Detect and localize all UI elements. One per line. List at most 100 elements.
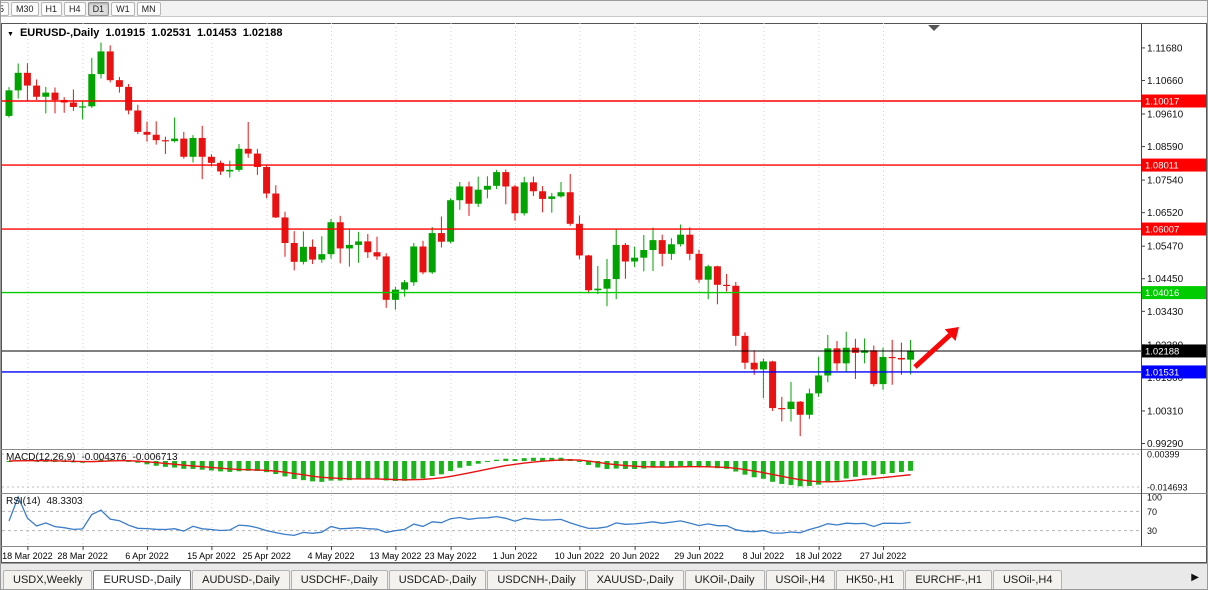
candle-body [290, 242, 298, 262]
chart-tab-usoil-h4[interactable]: USOil-,H4 [992, 570, 1063, 589]
macd-histogram-bar [705, 461, 711, 468]
date-axis-label: 6 Apr 2022 [125, 551, 169, 561]
chart-tab-usdcad-daily[interactable]: USDCAD-,Daily [388, 570, 487, 589]
macd-histogram-bar [300, 461, 306, 481]
macd-histogram-bar [797, 461, 803, 487]
levels-layer: 1.10017 1.08011 1.06007 1.04016 1.02188 1.015… [2, 94, 1206, 379]
macd-histogram-bar [328, 461, 334, 481]
resistance-price-tag-label: 1.10017 [1145, 97, 1179, 108]
chart-tab-ukoil-daily[interactable]: UKOil-,Daily [684, 570, 765, 589]
macd-histogram-bar [788, 461, 794, 486]
candle-body [97, 51, 105, 75]
candle-body [217, 162, 225, 172]
candle-body [465, 186, 473, 204]
candle-body [888, 356, 896, 359]
timeframe-button-m30[interactable]: M30 [11, 1, 39, 16]
macd-histogram-bar [319, 461, 325, 482]
macd-histogram-bar [236, 461, 242, 472]
candle-body [759, 361, 767, 370]
macd-histogram-bar [586, 461, 592, 465]
candle-body [805, 393, 813, 415]
chart-tab-usdcnh-daily[interactable]: USDCNH-,Daily [487, 570, 586, 589]
candle-body [557, 192, 565, 197]
trend-arrow-annotation[interactable] [913, 327, 959, 369]
timeframe-button-w1[interactable]: W1 [111, 1, 135, 16]
macd-histogram-bar [411, 461, 417, 479]
candle-body [253, 153, 261, 167]
candle-body [309, 246, 317, 260]
chart-tab-eurusd-daily[interactable]: EURUSD-,Daily [93, 570, 192, 589]
price-axis-label: 1.07540 [1147, 176, 1184, 187]
candle-body [143, 131, 151, 135]
candle-body [686, 234, 694, 254]
candle-body [548, 196, 556, 199]
date-axis-label: 20 Jun 2022 [610, 551, 660, 561]
candle-body [704, 266, 712, 280]
level-price-tag [1142, 286, 1206, 300]
candle-body [33, 85, 41, 97]
chart-tab-audusd-daily[interactable]: AUDUSD-,Daily [192, 570, 290, 589]
resistance-price-tag-label: 1.06007 [1145, 225, 1179, 236]
timeframe-button-h1[interactable]: H1 [40, 1, 63, 16]
chart-tab-hk50-h1[interactable]: HK50-,H1 [836, 570, 905, 589]
chart-tab-xauusd-daily[interactable]: XAUUSD-,Daily [586, 570, 684, 589]
macd-axis-label: -0.014693 [1147, 482, 1188, 492]
candle-body [79, 106, 87, 108]
candle-body [318, 254, 326, 260]
resistance-price-tag [1142, 222, 1206, 236]
macd-histogram-bar [153, 461, 159, 466]
resistance-price-tag [1142, 158, 1206, 172]
macd-histogram-bar [530, 457, 536, 461]
date-axis-label: 4 May 2022 [307, 551, 354, 561]
price-axis-label: 1.00310 [1147, 406, 1184, 417]
rsi-axis-label: 30 [1147, 526, 1157, 536]
macd-histogram-bar [779, 461, 785, 484]
chart-tabs-bar: USDX,Weekly EURUSD-,Daily AUDUSD-,Daily USD… [1, 563, 1207, 589]
macd-histogram-bar [641, 461, 647, 469]
candle-body [750, 362, 758, 370]
macd-histogram-bar [687, 461, 693, 466]
price-axis-label: 0.99290 [1147, 439, 1184, 450]
candle-body [640, 250, 648, 258]
chart-tab-usdx-weekly[interactable]: USDX,Weekly [3, 570, 93, 589]
macd-histogram-bar [310, 461, 316, 482]
macd-histogram-bar [733, 461, 739, 472]
candle-body [134, 110, 142, 132]
macd-histogram-bar [273, 461, 279, 475]
macd-histogram-bar [144, 461, 150, 465]
macd-histogram-bar [880, 461, 886, 475]
timeframe-button-d1[interactable]: D1 [87, 1, 110, 16]
candle-body [677, 234, 685, 245]
support-price-tag [1142, 365, 1206, 379]
candle-body [198, 137, 206, 157]
candle-body [851, 347, 859, 353]
candle-body [51, 92, 59, 100]
macd-histogram-bar [512, 459, 518, 461]
timeframe-button-mn[interactable]: MN [136, 1, 161, 16]
tabs-scroll-right-button[interactable]: ▶ [1191, 572, 1199, 583]
chart-tab-usdchf-daily[interactable]: USDCHF-,Daily [290, 570, 388, 589]
price-chart-canvas[interactable]: 1.11680 1.10660 1.09610 1.08590 1.07540 1.065… [1, 17, 1208, 563]
timeframe-button-h4[interactable]: H4 [64, 1, 86, 16]
candle-body [879, 356, 887, 385]
macd-histogram-bar [503, 458, 509, 461]
candle-body [493, 172, 501, 186]
candle-body [355, 241, 363, 245]
price-axis-label: 1.06520 [1147, 208, 1184, 219]
macd-histogram-bar [843, 461, 849, 479]
macd-histogram-bar [448, 461, 454, 472]
macd-histogram-bar [825, 461, 831, 483]
chart-tab-eurchf-h1[interactable]: EURCHF-,H1 [905, 570, 992, 589]
candle-body [447, 200, 455, 242]
chart-shift-marker[interactable] [928, 25, 940, 31]
macd-histogram-bar [862, 461, 868, 476]
candle-body [456, 186, 464, 201]
candle-body [787, 401, 795, 410]
macd-histogram-bar [245, 461, 251, 471]
timeframe-button-5[interactable]: 5 [1, 1, 10, 16]
macd-histogram-bar [908, 461, 914, 471]
macd-histogram-bar [199, 461, 205, 470]
date-axis: 18 Mar 2022 28 Mar 2022 6 Apr 2022 15 Apr 2… [2, 546, 906, 561]
chart-tab-usoil-h4[interactable]: USOil-,H4 [765, 570, 836, 589]
rsi-axis-label: 100 [1147, 493, 1162, 503]
